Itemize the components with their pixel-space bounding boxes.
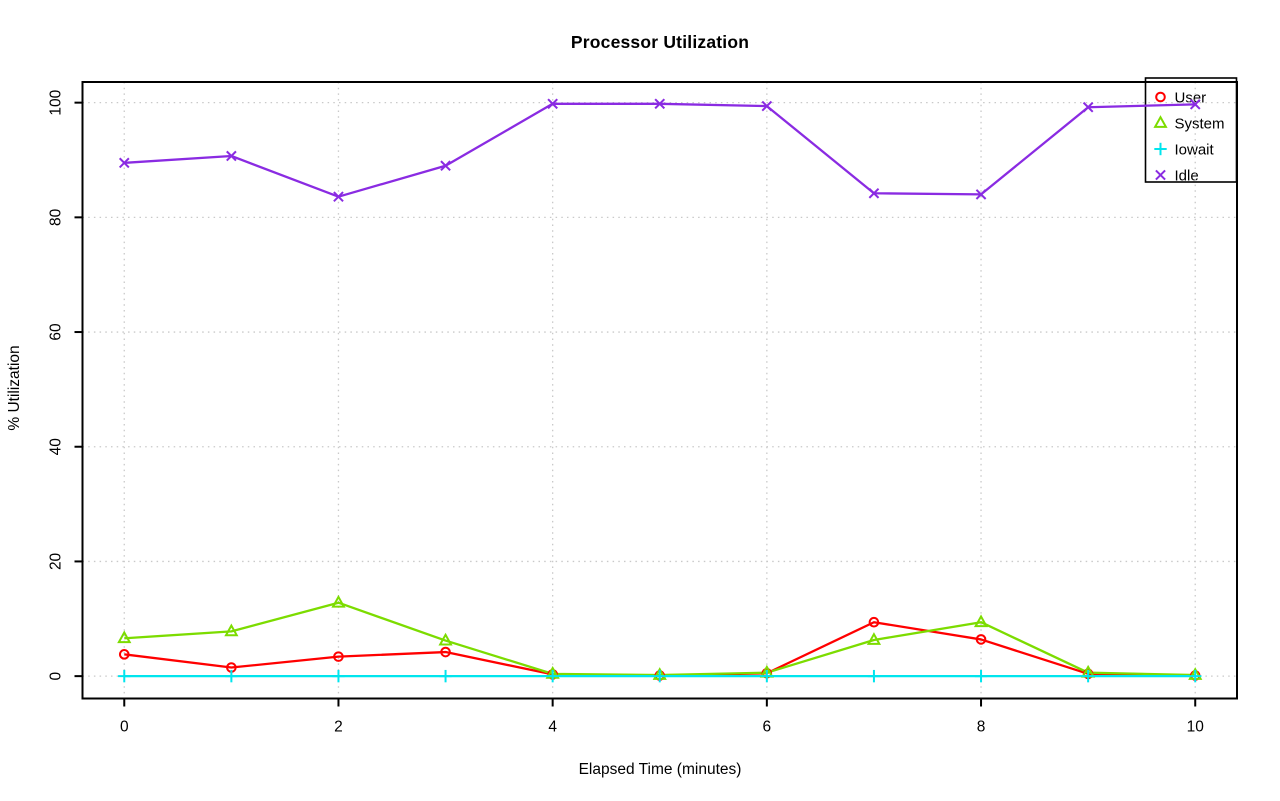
data-point-user [333,651,344,662]
y-tick-label: 100 [48,89,65,115]
series-markers-idle [118,98,1201,203]
data-point-idle [333,191,344,203]
legend-marker-system [1153,115,1168,128]
data-point-user [868,616,880,628]
y-tick-label: 40 [48,438,65,456]
data-point-iowait [653,669,666,683]
data-point-iowait [974,669,988,683]
x-tick-label: 6 [763,719,772,736]
y-tick-label: 20 [48,552,65,570]
x-axis-label: Elapsed Time (minutes) [578,761,742,778]
data-point-user [118,649,130,660]
data-point-iowait [118,669,131,683]
x-tick-label: 10 [1187,719,1205,736]
data-point-idle [761,100,773,112]
data-point-idle [975,189,987,200]
legend-marker-iowait [1154,142,1167,156]
data-point-idle [118,157,130,169]
data-point-idle [1189,99,1201,110]
data-point-system [973,614,989,628]
data-point-iowait [439,669,452,683]
legend-label-idle: Idle [1175,168,1199,185]
x-tick-label: 4 [548,719,557,736]
data-point-iowait [1081,669,1095,683]
series-line-idle [124,102,1196,198]
data-point-system [331,594,346,608]
legend-marker-idle [1155,169,1166,181]
gridlines [82,82,1237,699]
data-point-iowait [867,669,881,683]
plot-box [81,81,1238,700]
data-point-system [224,623,239,637]
data-point-user [975,634,987,645]
y-axis-label: % Utilization [6,345,23,431]
data-point-system [438,632,453,646]
data-point-idle [1082,101,1094,113]
legend-marker-user [1155,91,1166,103]
data-point-user [440,646,451,658]
series-markers-iowait [118,669,1202,683]
data-point-iowait [225,669,238,683]
data-point-iowait [760,669,774,683]
data-point-idle [440,160,451,172]
legend-label-system: System [1175,116,1225,133]
legend-label-iowait: Iowait [1175,142,1215,159]
data-point-idle [226,150,237,162]
data-point-iowait [546,669,559,683]
y-tick-label: 60 [48,323,65,341]
data-point-iowait [1189,669,1202,683]
x-tick-label: 0 [120,719,129,736]
data-point-idle [654,98,666,110]
data-point-iowait [332,669,345,683]
series-markers-system [117,594,1203,680]
data-point-idle [547,98,558,110]
data-point-system [117,630,132,644]
x-tick-label: 2 [334,719,343,736]
chart-title: Processor Utilization [570,32,750,52]
data-point-idle [868,187,880,199]
data-point-system [866,632,882,645]
series-line-system [124,601,1196,677]
y-tick-label: 0 [48,671,65,680]
x-tick-label: 8 [977,719,986,736]
y-tick-label: 80 [48,208,65,226]
